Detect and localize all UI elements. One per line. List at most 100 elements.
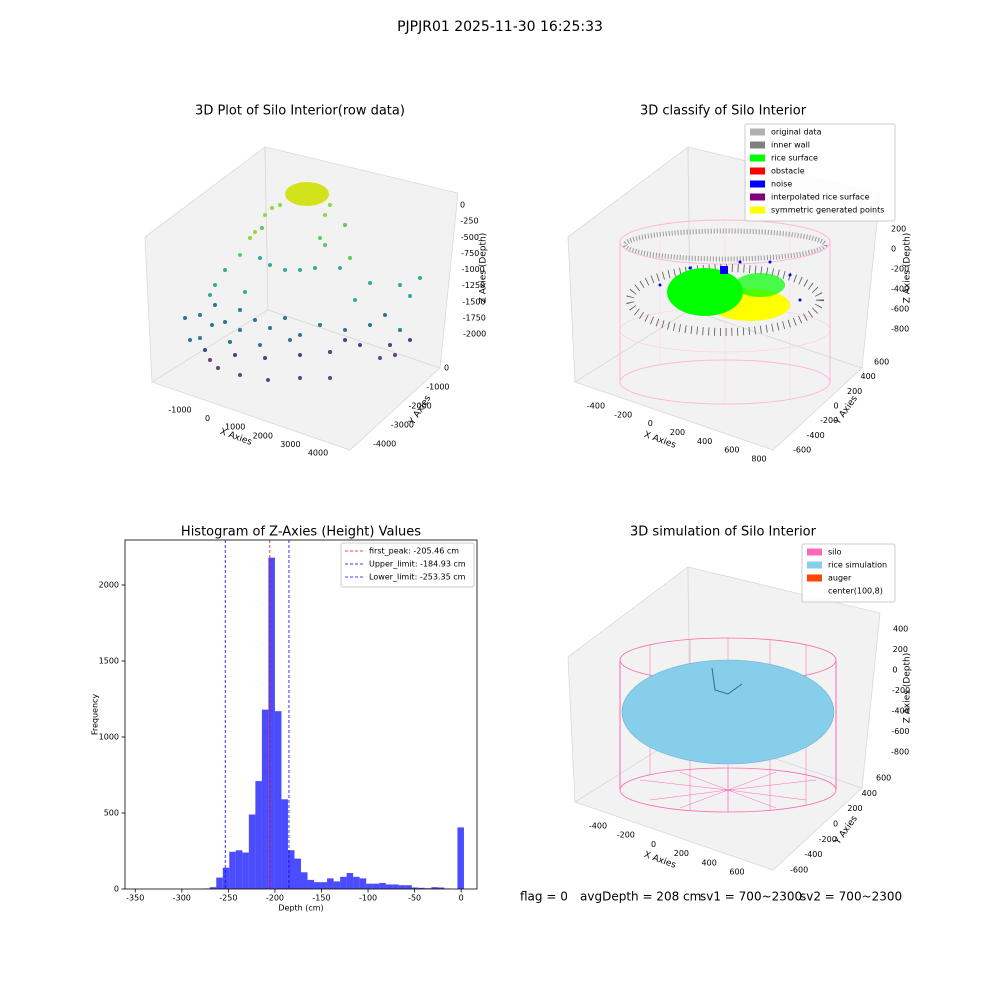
x-axis-label: Depth (cm)	[278, 904, 323, 913]
x-tick-label: 200	[670, 428, 685, 437]
legend-label: silo	[828, 548, 842, 557]
bar	[242, 853, 249, 889]
x-tick-label: 0	[459, 894, 464, 903]
y-tick-label: 200	[847, 387, 862, 396]
legend-swatch	[807, 562, 822, 569]
bar	[314, 882, 321, 889]
x-tick-label: -300	[173, 894, 191, 903]
x-tick-label: -200	[617, 831, 635, 840]
legend-swatch	[750, 142, 765, 149]
y-tick-label: -1000	[426, 383, 449, 392]
chart-title: 3D Plot of Silo Interior(row data)	[195, 104, 405, 119]
y-tick-label: -400	[807, 431, 825, 440]
y-tick-label: -600	[790, 866, 808, 875]
bar	[360, 878, 367, 889]
y-tick-label: 500	[104, 808, 119, 817]
bar	[275, 711, 282, 889]
legend-label: noise	[771, 180, 792, 189]
z-tick-label: -1750	[463, 313, 486, 322]
chart-title: Histogram of Z-Axies (Height) Values	[181, 525, 421, 540]
bar	[347, 873, 354, 889]
y-tick-label: 400	[862, 789, 877, 798]
x-tick-label: -100	[359, 894, 377, 903]
bar	[249, 815, 256, 889]
x-tick-label: -200	[614, 410, 632, 419]
x-tick-label: -350	[126, 894, 144, 903]
bar	[327, 878, 334, 889]
z-tick-label: 0	[460, 201, 465, 210]
z-tick-label: 200	[893, 645, 908, 654]
legend-label: interpolated rice surface	[771, 193, 869, 202]
footer-text: flag = 0	[520, 890, 568, 904]
z-tick-label: -2000	[463, 330, 486, 339]
legend-swatch	[807, 549, 822, 556]
legend-swatch	[807, 588, 822, 595]
z-tick-label: -800	[891, 325, 909, 334]
legend-label: center(100,8)	[828, 587, 883, 596]
bar	[373, 884, 380, 889]
x-tick-label: 0	[648, 419, 653, 428]
z-tick-label: 0	[892, 666, 897, 675]
y-tick-label: 600	[876, 774, 891, 783]
y-tick-label: -600	[793, 446, 811, 455]
y-tick-label: -4000	[373, 440, 396, 449]
bar	[229, 852, 236, 889]
x-tick-label: -200	[266, 894, 284, 903]
y-tick-label: 1000	[99, 732, 119, 741]
bar	[255, 781, 262, 889]
bar	[223, 868, 230, 889]
bar	[386, 884, 393, 889]
legend-label: first_peak: -205.46 cm	[369, 547, 459, 556]
z-tick-label: -500	[461, 233, 479, 242]
x-tick-label: -250	[219, 894, 237, 903]
x-tick-label: -400	[589, 822, 607, 831]
legend-label: original data	[771, 128, 822, 137]
bar	[379, 883, 386, 889]
x-tick-label: 600	[729, 868, 744, 877]
x-tick-label: 400	[702, 858, 717, 867]
x-tick-label: -50	[408, 894, 421, 903]
legend-label: obstacle	[771, 167, 805, 176]
legend-label: Lower_limit: -253.35 cm	[369, 573, 466, 582]
bar	[216, 878, 223, 889]
legend-swatch	[750, 155, 765, 162]
x-tick-label: 0	[651, 840, 656, 849]
legend-swatch	[750, 129, 765, 136]
bar	[353, 877, 360, 889]
y-tick-label: 1500	[99, 656, 119, 665]
bar	[340, 877, 347, 889]
y-tick-label: 0	[114, 885, 119, 894]
bar	[308, 880, 315, 889]
y-tick-label: -400	[804, 850, 822, 859]
legend-swatch	[750, 207, 765, 214]
bar	[294, 859, 301, 889]
footer-text: sv2 = 700~2300	[800, 890, 902, 904]
bar	[334, 881, 341, 889]
footer-text: sv1 = 700~2300	[700, 890, 802, 904]
x-tick-label: 400	[697, 437, 712, 446]
footer-text: avgDepth = 208 cm	[580, 890, 701, 904]
bar	[405, 885, 412, 889]
bar	[366, 884, 373, 889]
legend-swatch	[750, 168, 765, 175]
x-tick-label: 600	[724, 446, 739, 455]
legend-swatch	[750, 181, 765, 188]
z-tick-label: -600	[891, 305, 909, 314]
y-tick-label: 0	[833, 820, 838, 829]
bar	[262, 710, 269, 889]
z-axis-label: Z Axies (Depth)	[479, 233, 489, 304]
legend-swatch	[807, 575, 822, 582]
bar	[457, 827, 464, 889]
z-tick-label: -800	[891, 748, 909, 757]
z-axis-label: Z Axies (Depth)	[903, 653, 913, 724]
suptitle: PJPJR01 2025-11-30 16:25:33	[397, 19, 603, 35]
y-axis-label: Frequency	[91, 694, 100, 736]
y-tick-label: 2000	[99, 580, 119, 589]
y-tick-label: 0	[834, 402, 839, 411]
chart-title: 3D classify of Silo Interior	[640, 104, 807, 119]
x-tick-label: 3000	[280, 440, 300, 449]
z-tick-label: 200	[891, 225, 906, 234]
z-tick-label: 400	[893, 625, 908, 634]
x-tick-label: 4000	[308, 449, 328, 458]
